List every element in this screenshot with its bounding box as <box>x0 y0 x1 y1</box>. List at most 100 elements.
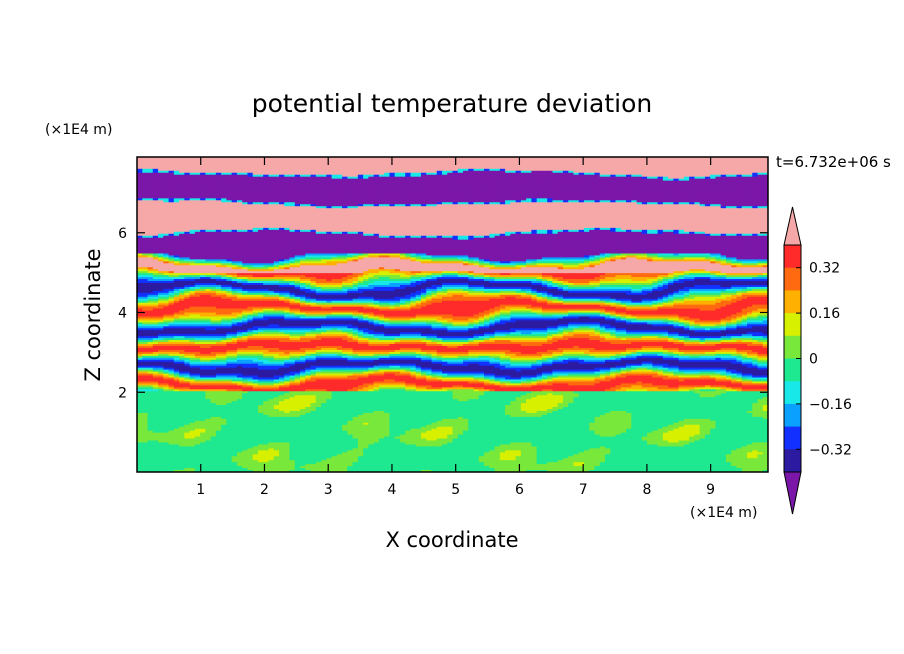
heatmap-cell <box>168 168 175 172</box>
heatmap-cell <box>615 182 622 186</box>
heatmap-cell <box>179 184 185 188</box>
heatmap-cell <box>668 166 674 170</box>
heatmap-cell <box>647 184 653 188</box>
heatmap-cell <box>468 182 475 186</box>
heatmap-cell <box>468 168 475 172</box>
heatmap-cell <box>158 184 164 188</box>
heatmap-cell <box>242 182 249 186</box>
heatmap-cell <box>468 170 475 174</box>
heatmap-cell <box>363 186 369 190</box>
heatmap-cell <box>152 160 159 164</box>
heatmap-cell <box>289 182 296 186</box>
heatmap-cell <box>636 174 643 178</box>
heatmap-cell <box>363 176 369 180</box>
heatmap-cell <box>626 168 632 172</box>
heatmap-cell <box>342 170 348 174</box>
heatmap-cell <box>179 182 185 186</box>
heatmap-cell <box>541 166 548 170</box>
heatmap-cell <box>231 176 238 180</box>
heatmap-cell <box>163 174 170 178</box>
heatmap-cell <box>420 162 427 166</box>
heatmap-cell <box>168 172 175 176</box>
heatmap-cell <box>657 157 664 160</box>
heatmap-cell <box>699 170 706 174</box>
heatmap-cell <box>505 180 511 184</box>
heatmap-cell <box>547 176 554 180</box>
heatmap-cell <box>310 180 317 184</box>
heatmap-cell <box>420 178 427 182</box>
heatmap-cell <box>715 176 722 180</box>
heatmap-cell <box>399 160 406 164</box>
heatmap-cell <box>668 176 674 180</box>
heatmap-cell <box>694 174 701 178</box>
heatmap-cell <box>589 168 596 172</box>
heatmap-cell <box>515 176 522 180</box>
heatmap-cell <box>704 158 711 162</box>
heatmap-cell <box>673 186 680 190</box>
heatmap-cell <box>463 178 469 182</box>
heatmap-cell <box>725 160 732 164</box>
heatmap-cell <box>562 158 569 162</box>
heatmap-cell <box>683 158 690 162</box>
heatmap-cell <box>510 162 517 166</box>
heatmap-cell <box>142 186 149 190</box>
heatmap-cell <box>436 184 443 188</box>
heatmap-cell <box>310 178 317 182</box>
heatmap-cell <box>378 172 385 176</box>
heatmap-cell <box>347 166 354 170</box>
heatmap-cell <box>215 174 222 178</box>
heatmap-cell <box>284 180 291 184</box>
heatmap-cell <box>336 186 343 190</box>
heatmap-cell <box>410 184 417 188</box>
heatmap-cell <box>347 170 354 174</box>
heatmap-cell <box>384 172 390 176</box>
heatmap-cell <box>210 174 217 178</box>
heatmap-cell <box>652 168 659 172</box>
heatmap-cell <box>431 160 438 164</box>
heatmap-cell <box>468 180 475 184</box>
heatmap-cell <box>615 172 622 176</box>
heatmap-cell <box>368 180 375 184</box>
heatmap-cell <box>541 174 548 178</box>
heatmap-cell <box>510 180 517 184</box>
heatmap-cell <box>673 168 680 172</box>
heatmap-cell <box>647 158 653 162</box>
heatmap-cell <box>536 168 543 172</box>
heatmap-cell <box>242 180 249 184</box>
heatmap-cell <box>636 168 643 172</box>
heatmap-cell <box>573 182 580 186</box>
heatmap-cell <box>226 178 233 182</box>
heatmap-cell <box>441 168 448 172</box>
heatmap-cell <box>636 157 643 160</box>
heatmap-cell <box>578 162 585 166</box>
heatmap-cell <box>452 170 459 174</box>
heatmap-cell <box>173 182 180 186</box>
heatmap-cell <box>179 172 185 176</box>
heatmap-cell <box>715 184 722 188</box>
heatmap-cell <box>710 162 717 166</box>
heatmap-cell <box>463 158 469 162</box>
heatmap-cell <box>652 158 659 162</box>
heatmap-cell <box>347 186 354 190</box>
heatmap-cell <box>273 174 280 178</box>
heatmap-cell <box>420 168 427 172</box>
heatmap-cell <box>257 172 264 176</box>
heatmap-cell <box>547 164 554 168</box>
heatmap-cell <box>163 168 170 172</box>
heatmap-cell <box>363 160 369 164</box>
heatmap-cell <box>541 186 548 190</box>
heatmap-cell <box>478 158 485 162</box>
heatmap-cell <box>662 162 669 166</box>
heatmap-cell <box>463 166 469 170</box>
heatmap-cell <box>352 158 359 162</box>
heatmap-cell <box>294 172 301 176</box>
heatmap-cell <box>673 180 680 184</box>
heatmap-cell <box>405 174 412 178</box>
heatmap-cell <box>610 162 617 166</box>
heatmap-cell <box>594 158 601 162</box>
heatmap-cell <box>694 172 701 176</box>
heatmap-cell <box>378 176 385 180</box>
heatmap-cell <box>300 160 306 164</box>
heatmap-cell <box>163 158 170 162</box>
heatmap-cell <box>200 174 206 178</box>
